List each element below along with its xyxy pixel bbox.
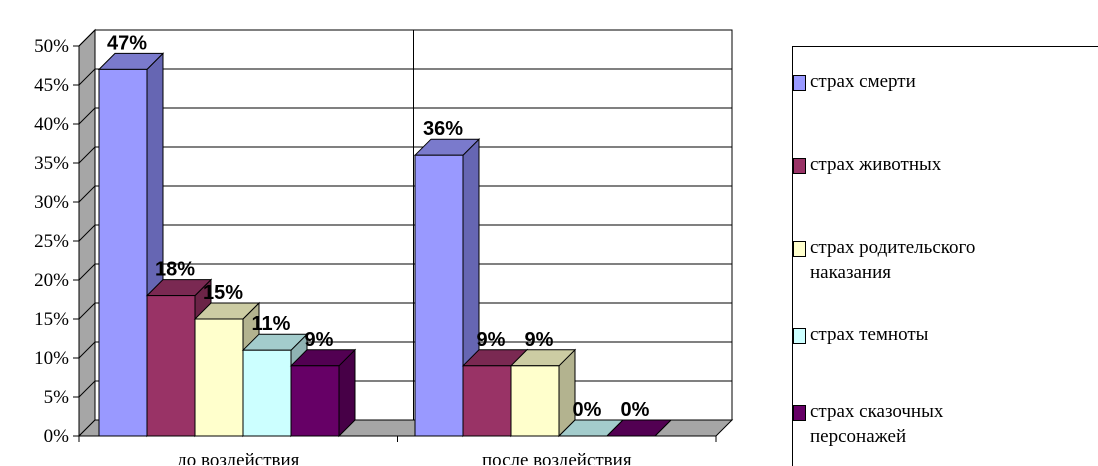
y-tick-label: 0% — [44, 426, 70, 447]
y-axis-ticks: 0% 5% 10% 15% 20% 25% 30% 35% 40% 45% 50% — [34, 36, 69, 447]
legend-label: страх сказочных персонажей — [810, 401, 944, 447]
data-label: 47% — [107, 32, 147, 54]
bar-front — [242, 349, 292, 437]
legend-swatch — [793, 158, 806, 174]
chart-bars — [97, 52, 673, 438]
gridline-side — [78, 68, 96, 86]
gridline-side — [78, 341, 96, 359]
data-label: 18% — [155, 259, 195, 281]
gridline-side — [78, 185, 96, 203]
x-category-label: после воздействия — [482, 450, 632, 465]
data-label: 0% — [621, 399, 650, 421]
gridline-side — [78, 107, 96, 125]
data-label: 0% — [573, 399, 602, 421]
legend-swatch — [793, 75, 806, 91]
data-label: 9% — [305, 329, 334, 351]
legend-swatch — [793, 328, 806, 344]
y-tick-label: 20% — [34, 270, 69, 291]
legend-item: страх животных — [793, 152, 1030, 177]
legend-swatch — [793, 241, 806, 257]
y-tick-label: 35% — [34, 153, 69, 174]
data-labels: 47% 18% 15% 11% 9% 36% 9% 9% 0% 0% — [107, 32, 650, 421]
bar-front — [462, 365, 512, 437]
legend-item: страх сказочных персонажей — [793, 399, 1030, 449]
x-category-label: до воздействия — [177, 450, 300, 465]
gridline-side — [78, 29, 96, 47]
legend-label: страх родительского наказания — [810, 237, 976, 283]
bar-front — [194, 318, 244, 437]
x-axis-categories: до воздействия после воздействия — [177, 450, 632, 465]
legend-label: страх темноты — [810, 324, 929, 345]
gridline-side — [78, 146, 96, 164]
data-label: 9% — [477, 329, 506, 351]
data-label: 36% — [423, 118, 463, 140]
bar-top — [605, 419, 673, 437]
bar — [509, 348, 577, 438]
gridline-side — [78, 380, 96, 398]
y-tick-label: 25% — [34, 231, 69, 252]
gridline-side — [78, 302, 96, 320]
legend-item: страх родительского наказания — [793, 235, 1030, 285]
data-label: 15% — [203, 282, 243, 304]
gridline-side — [78, 224, 96, 242]
bar-front — [510, 365, 560, 437]
y-tick-label: 15% — [34, 309, 69, 330]
legend-item: страх темноты — [793, 322, 1030, 347]
gridline-side — [78, 263, 96, 281]
chart-legend: страх смерти страх животных страх родитель… — [792, 46, 1098, 466]
data-label: 9% — [525, 329, 554, 351]
legend-item: страх смерти — [793, 69, 1030, 94]
chart-gridlines — [73, 29, 732, 442]
y-tick-label: 10% — [34, 348, 69, 369]
y-tick-label: 50% — [34, 36, 69, 57]
y-tick-label: 45% — [34, 75, 69, 96]
bar — [289, 348, 357, 438]
bar-front — [98, 68, 148, 437]
bar-front — [146, 295, 196, 437]
y-tick-label: 30% — [34, 192, 69, 213]
bar-front — [290, 365, 340, 437]
bar-front — [414, 154, 464, 437]
legend-label: страх животных — [810, 154, 942, 175]
y-tick-label: 40% — [34, 114, 69, 135]
bar — [605, 419, 673, 437]
data-label: 11% — [252, 313, 291, 335]
legend-label: страх смерти — [810, 71, 916, 92]
legend-swatch — [793, 405, 806, 421]
y-tick-label: 5% — [44, 387, 70, 408]
